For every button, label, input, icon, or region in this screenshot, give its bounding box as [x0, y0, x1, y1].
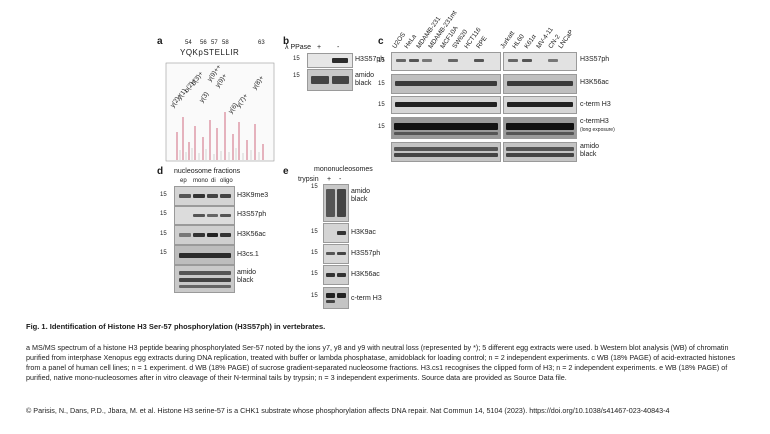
row-sublabel: (long exposure) — [580, 127, 615, 133]
panel-e-col: + — [327, 176, 332, 183]
mw-marker: 15 — [293, 56, 300, 62]
peak-label: b(3)+ — [190, 70, 205, 87]
blot-b-amido — [307, 69, 353, 91]
panel-c-letter: c — [378, 36, 384, 47]
mw-marker: 15 — [378, 58, 385, 64]
panel-d-letter: d — [157, 166, 164, 177]
peptide-sequence: YQKpSTELLIR — [180, 48, 240, 57]
mw-marker: 15 — [160, 250, 167, 256]
figure-caption-title: Fig. 1. Identification of Histone H3 Ser… — [26, 322, 326, 331]
blot-e-amido — [323, 184, 349, 222]
mw-marker: 15 — [160, 192, 167, 198]
row-label: amido black — [355, 72, 375, 87]
mw-marker: 15 — [311, 250, 318, 256]
blot-e-ctermh3 — [323, 287, 349, 309]
ms-spectrum — [165, 62, 275, 162]
panel-d-col: oligo — [220, 178, 233, 184]
figure-citation: © Parisis, N., Dans, P.D., Jbara, M. et … — [26, 406, 670, 415]
panel-b-col: + — [317, 44, 322, 51]
peak-label: y(7)+ — [235, 92, 250, 109]
row-label: H3K9me3 — [237, 192, 269, 199]
row-label: c-term H3 — [580, 101, 611, 108]
peak-label: y(8)+ — [251, 74, 266, 91]
residue-number: 58 — [222, 40, 229, 46]
peak-label: y(3) — [198, 90, 211, 104]
panel-a-letter: a — [157, 36, 163, 47]
blot-d-h3k56ac — [174, 225, 235, 245]
row-label: H3S57ph — [351, 250, 381, 257]
spectrum-peak-labels: y(2)+ y(1) b(2)+ b(3)+ y(3) y(9)++ y(9)+… — [165, 62, 275, 122]
blot-b-h3s57ph — [307, 53, 353, 68]
panel-e-col: - — [339, 176, 342, 183]
row-label: c-termH3 — [580, 118, 609, 125]
row-label: H3K56ac — [351, 271, 380, 278]
panel-e-title: mononucleosomes — [314, 166, 373, 173]
mw-marker: 15 — [311, 293, 318, 299]
blot-c-h3s57ph-left — [391, 52, 501, 71]
blot-c-ctermh3-long-left — [391, 117, 501, 139]
mw-marker: 15 — [311, 184, 318, 190]
row-label: c-term H3 — [351, 295, 382, 302]
blot-c-h3s57ph-right — [503, 52, 577, 71]
mw-marker: 15 — [160, 211, 167, 217]
panel-b-letter: b — [283, 36, 290, 47]
mw-marker: 15 — [378, 124, 385, 130]
residue-number: 63 — [258, 40, 265, 46]
mw-marker: 15 — [311, 271, 318, 277]
mw-marker: 15 — [378, 81, 385, 87]
blot-c-h3k56ac-right — [503, 74, 577, 94]
mw-marker: 15 — [378, 102, 385, 108]
blot-e-h3k9ac — [323, 223, 349, 243]
blot-e-h3k56ac — [323, 265, 349, 285]
panel-e-letter: e — [283, 166, 289, 177]
blot-c-h3k56ac-left — [391, 74, 501, 94]
panel-e-treatment: trypsin — [298, 176, 319, 183]
panel-d-col: ep — [180, 178, 187, 184]
blot-c-ctermh3-right — [503, 96, 577, 114]
mw-marker: 15 — [293, 73, 300, 79]
panel-b-col: - — [337, 44, 340, 51]
panel-d-col: di — [211, 178, 216, 184]
row-label: H3S57ph — [580, 56, 610, 63]
row-label: H3K56ac — [580, 79, 609, 86]
row-label: amido black — [351, 188, 371, 203]
row-label: amido black — [580, 143, 600, 158]
row-label: H3cs.1 — [237, 251, 259, 258]
mw-marker: 15 — [311, 229, 318, 235]
cell-line-labels: U2OS HeLa MDAMB-231 MDAMB-231mt MCF10A S… — [391, 10, 575, 55]
mw-marker: 15 — [160, 231, 167, 237]
panel-b-treatment: λ PPase — [285, 44, 312, 51]
row-label: H3K9ac — [351, 229, 376, 236]
blot-c-amido-right — [503, 142, 577, 162]
figure-caption-body: a MS/MS spectrum of a histone H3 peptide… — [26, 343, 736, 382]
row-label: H3K56ac — [237, 231, 266, 238]
blot-d-h3s57ph — [174, 206, 235, 225]
blot-d-amido — [174, 265, 235, 293]
blot-c-amido-left — [391, 142, 501, 162]
blot-c-ctermh3-left — [391, 96, 501, 114]
residue-number: 54 — [185, 40, 192, 46]
panel-d-title: nucleosome fractions — [174, 168, 241, 175]
blot-d-h3cs1 — [174, 245, 235, 265]
blot-e-h3s57ph — [323, 244, 349, 264]
residue-number: 56 — [200, 40, 207, 46]
panel-d-col: mono — [193, 178, 209, 184]
residue-number: 57 — [211, 40, 218, 46]
row-label: H3S57ph — [355, 56, 385, 63]
row-label: H3S57ph — [237, 211, 267, 218]
panel-a-residue-numbers: 54 56 57 58 63 — [185, 40, 275, 48]
blot-c-ctermh3-long-right — [503, 117, 577, 139]
blot-d-h3k9me3 — [174, 186, 235, 206]
row-label: amido black — [237, 269, 257, 284]
